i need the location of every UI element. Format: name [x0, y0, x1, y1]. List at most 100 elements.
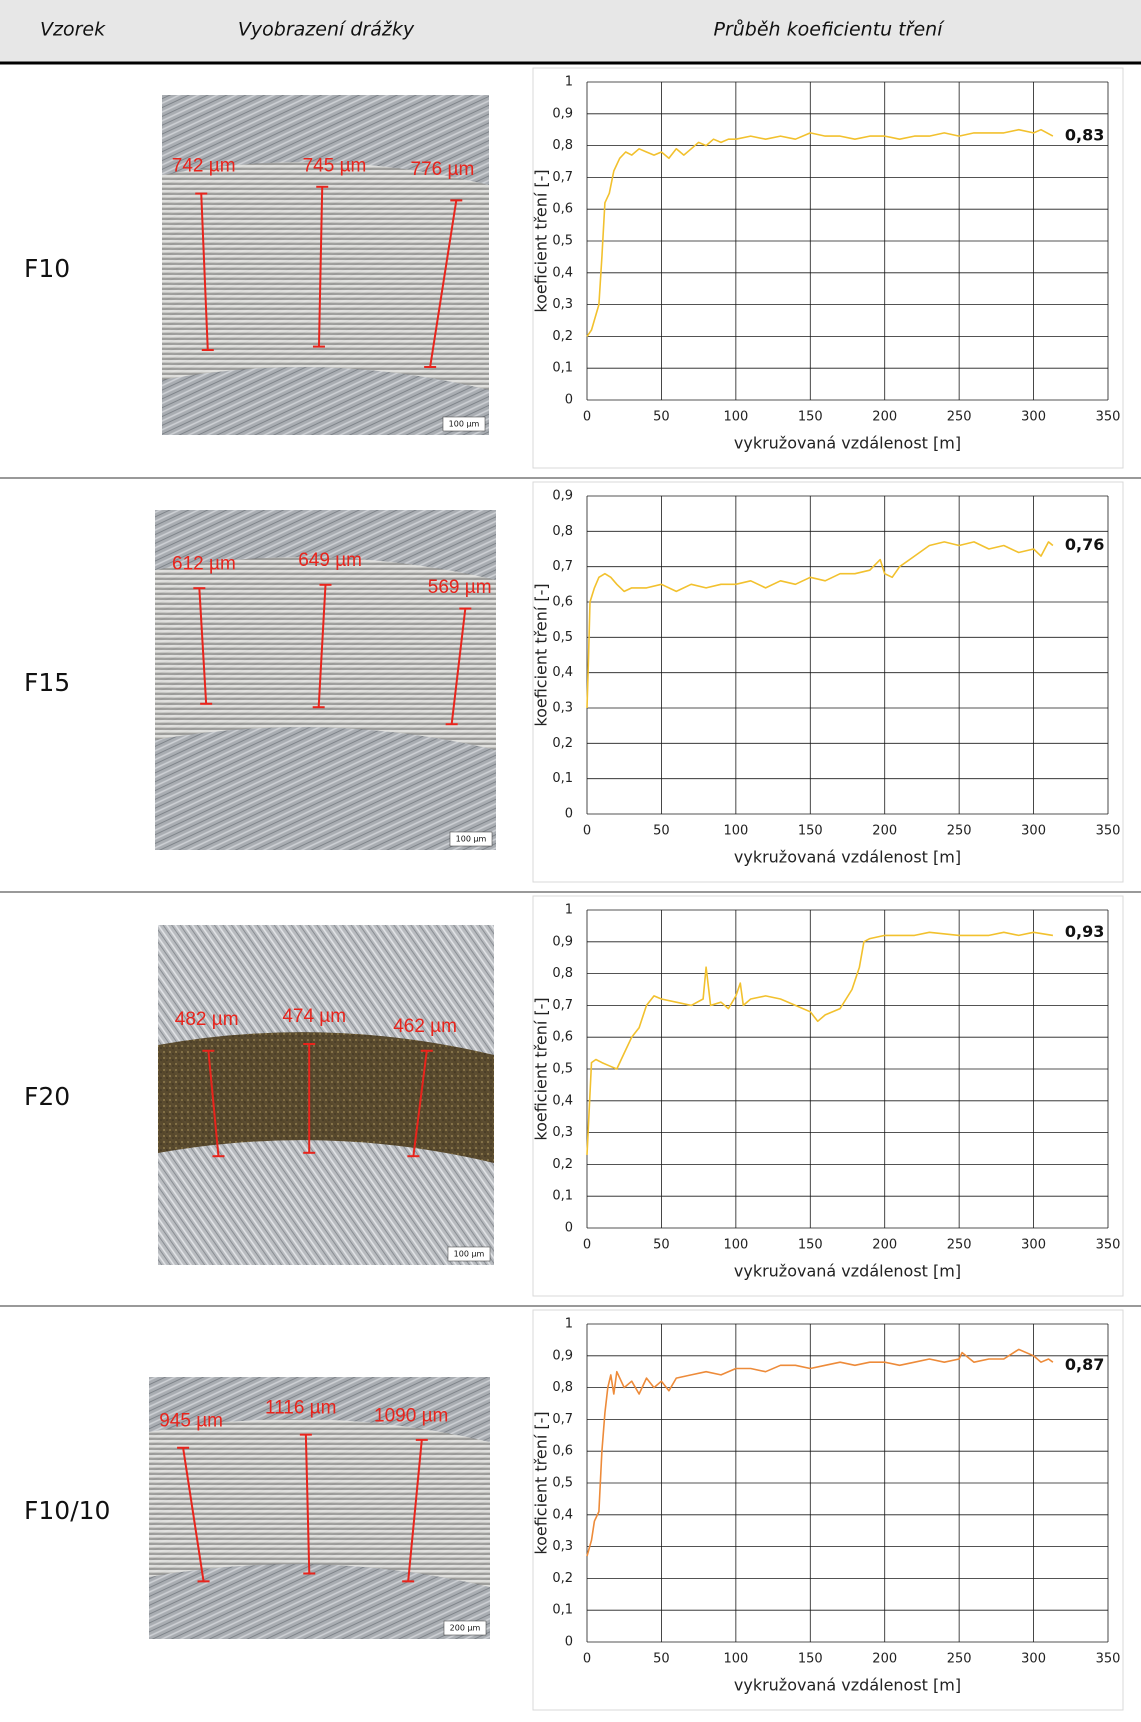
y-tick-label: 0,4 [552, 1093, 573, 1108]
y-tick-label: 0,7 [552, 1412, 573, 1427]
x-tick-label: 300 [1021, 410, 1046, 425]
y-tick-label: 0,1 [552, 771, 573, 786]
scale-bar: 100 µm [449, 420, 480, 429]
x-tick-label: 150 [798, 824, 823, 839]
wear-track [162, 162, 489, 390]
chart-frame [532, 895, 1124, 1297]
sample-label: F10 [24, 254, 70, 283]
x-axis-title: vykružovaná vzdálenost [m] [734, 1262, 961, 1281]
y-tick-label: 0,8 [552, 138, 573, 153]
header-band [0, 0, 1141, 62]
measure-line [182, 1447, 205, 1582]
measure-label: 462 µm [393, 1016, 457, 1037]
x-tick-label: 300 [1021, 1238, 1046, 1253]
scale-bar-box [447, 1246, 491, 1262]
x-tick-label: 350 [1096, 824, 1121, 839]
measure-line [317, 584, 327, 708]
y-tick-label: 1 [565, 1317, 573, 1332]
x-tick-label: 300 [1021, 1652, 1046, 1667]
x-tick-label: 50 [653, 1652, 670, 1667]
scale-bar: 100 µm [456, 835, 487, 844]
y-tick-label: 0,5 [552, 234, 573, 249]
y-tick-label: 0,9 [552, 1348, 573, 1363]
x-tick-label: 0 [583, 1238, 591, 1253]
x-tick-label: 350 [1096, 1652, 1121, 1667]
chart-frame [532, 67, 1124, 469]
sample-label: F10/10 [24, 1496, 110, 1525]
y-tick-label: 0 [565, 807, 573, 822]
x-axis-title: vykružovaná vzdálenost [m] [734, 1676, 961, 1695]
measure-line [200, 193, 209, 351]
sample-label: F15 [24, 668, 70, 697]
wear-track [155, 557, 496, 750]
y-tick-label: 0,5 [552, 1062, 573, 1077]
x-tick-label: 250 [947, 824, 972, 839]
x-tick-label: 50 [653, 410, 670, 425]
y-tick-label: 0,4 [552, 665, 573, 680]
y-tick-label: 0,2 [552, 1571, 573, 1586]
measure-line [407, 1439, 423, 1582]
x-tick-label: 350 [1096, 410, 1121, 425]
measure-label: 745 µm [303, 155, 367, 176]
sample-label: F20 [24, 1082, 70, 1111]
measure-line [450, 608, 467, 725]
y-tick-label: 0,9 [552, 934, 573, 949]
measure-label: 1116 µm [265, 1397, 337, 1418]
x-tick-label: 150 [798, 1652, 823, 1667]
x-tick-label: 100 [723, 1652, 748, 1667]
scale-bar: 100 µm [454, 1250, 485, 1259]
x-tick-label: 200 [872, 1652, 897, 1667]
y-tick-label: 0,7 [552, 170, 573, 185]
y-tick-label: 0,4 [552, 265, 573, 280]
y-tick-label: 1 [565, 75, 573, 90]
y-tick-label: 0,6 [552, 595, 573, 610]
x-tick-label: 250 [947, 1652, 972, 1667]
y-tick-label: 0,2 [552, 736, 573, 751]
y-tick-label: 0,3 [552, 701, 573, 716]
wear-track [149, 1419, 490, 1587]
y-tick-label: 0,1 [552, 361, 573, 376]
wear-track [158, 1032, 494, 1163]
x-tick-label: 200 [872, 824, 897, 839]
y-tick-label: 0,2 [552, 329, 573, 344]
y-axis-title: koeficient tření [-] [532, 169, 551, 312]
measure-label: 612 µm [172, 553, 236, 574]
scale-bar-box [449, 831, 493, 847]
x-tick-label: 100 [723, 824, 748, 839]
measure-label: 776 µm [411, 159, 475, 180]
measure-line [429, 200, 458, 368]
y-tick-label: 0,3 [552, 1125, 573, 1140]
y-tick-label: 0,7 [552, 998, 573, 1013]
x-tick-label: 250 [947, 410, 972, 425]
measure-label: 649 µm [298, 550, 362, 571]
end-value-label: 0,93 [1065, 922, 1104, 941]
friction-line [586, 541, 1054, 709]
measure-label: 569 µm [428, 577, 492, 598]
scale-bar-box [443, 1620, 487, 1636]
x-tick-label: 0 [583, 824, 591, 839]
measure-label: 482 µm [175, 1009, 239, 1030]
friction-line [586, 931, 1054, 1155]
y-axis-title: koeficient tření [-] [532, 997, 551, 1140]
scale-bar: 200 µm [450, 1624, 481, 1633]
y-tick-label: 0 [565, 393, 573, 408]
measure-label: 742 µm [172, 155, 236, 176]
y-tick-label: 0,9 [552, 489, 573, 504]
end-value-label: 0,87 [1065, 1355, 1104, 1374]
end-value-label: 0,76 [1065, 535, 1104, 554]
y-tick-label: 0,2 [552, 1157, 573, 1172]
x-tick-label: 150 [798, 1238, 823, 1253]
x-tick-label: 250 [947, 1238, 972, 1253]
measure-line [317, 186, 324, 347]
x-tick-label: 300 [1021, 824, 1046, 839]
x-tick-label: 50 [653, 1238, 670, 1253]
y-tick-label: 0,8 [552, 966, 573, 981]
header-cell: Vzorek [40, 19, 106, 41]
end-value-label: 0,83 [1065, 126, 1104, 145]
y-tick-label: 0,3 [552, 1539, 573, 1554]
y-tick-label: 0,4 [552, 1507, 573, 1522]
y-tick-label: 0,6 [552, 202, 573, 217]
y-tick-label: 0,8 [552, 1380, 573, 1395]
